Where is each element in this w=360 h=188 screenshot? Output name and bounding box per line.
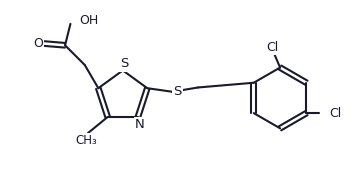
Text: Cl: Cl xyxy=(266,41,278,54)
Text: N: N xyxy=(135,118,145,131)
Text: Cl: Cl xyxy=(329,107,341,120)
Text: S: S xyxy=(120,58,129,70)
Text: O: O xyxy=(33,37,43,50)
Text: OH: OH xyxy=(79,14,99,27)
Text: CH₃: CH₃ xyxy=(75,134,97,147)
Text: S: S xyxy=(174,85,182,98)
